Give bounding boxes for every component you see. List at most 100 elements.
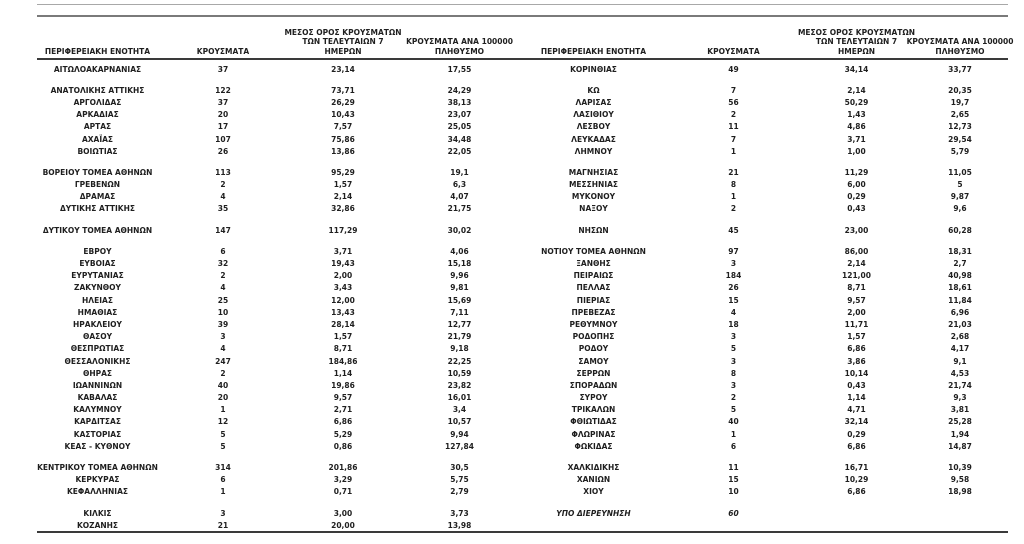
avg7-cell-left: 75,86: [331, 134, 355, 144]
region-cell-left: ΑΧΑΪΑΣ: [81, 134, 114, 144]
region-cell-right: ΠΕΛΛΑΣ: [576, 283, 611, 293]
cases-cell-right: 11: [728, 463, 739, 473]
region-cell-left: ΒΟΡΕΙΟΥ ΤΟΜΕΑ ΑΘΗΝΩΝ: [42, 167, 153, 177]
table-row: ΚΕΡΚΥΡΑΣ 6 3,29 5,75 ΧΑΝΙΩΝ 15 10,29 9,58: [37, 474, 1008, 486]
avg7-cell-left: 3,43: [333, 283, 353, 293]
table-row: ΚΕΑΣ - ΚΥΘΝΟΥ 5 0,86 127,84 ΦΩΚΙΔΑΣ 6 6,86 14,8…: [37, 440, 1008, 452]
per100k-cell-right: 9,58: [950, 475, 970, 485]
region-cell-right: ΦΘΙΩΤΙΔΑΣ: [570, 417, 617, 427]
per100k-cell-right: 11,05: [948, 167, 972, 177]
row-group: ΒΟΡΕΙΟΥ ΤΟΜΕΑ ΑΘΗΝΩΝ 113 95,29 19,1 ΜΑΓΝΗΣΙΑ…: [37, 166, 1008, 215]
region-cell-right: ΛΑΡΙΣΑΣ: [575, 97, 612, 107]
cases-cell-left: 21: [217, 520, 229, 530]
cases-cell-left: 20: [217, 393, 229, 403]
per100k-cell-left: 19,1: [450, 167, 469, 177]
cases-cell-left: 122: [215, 85, 231, 95]
avg7-cell-left: 13,43: [331, 307, 355, 317]
cases-cell-right: 15: [728, 295, 739, 305]
cases-cell-left: 147: [215, 225, 231, 235]
region-cell-left: ΚΕΑΣ - ΚΥΘΝΟΥ: [64, 441, 131, 451]
header-avg7-right-line2: ΤΩΝ ΤΕΛΕΥΤΑΙΩΝ 7: [815, 37, 898, 46]
avg7-cell-right: 50,29: [844, 97, 869, 107]
region-cell-left: ΒΟΙΩΤΙΑΣ: [77, 146, 118, 156]
avg7-cell-left: 5,29: [333, 429, 353, 439]
per100k-cell-right: 4,53: [950, 368, 970, 378]
cases-cell-right: 10: [728, 487, 739, 497]
cases-cell-left: 4: [220, 192, 226, 202]
avg7-cell-left: 6,86: [333, 417, 353, 427]
cases-cell-right: 3: [730, 332, 737, 342]
table-row: ΖΑΚΥΝΘΟΥ 4 3,43 9,81 ΠΕΛΛΑΣ 26 8,71 18,61: [37, 282, 1008, 294]
region-cell-left: ΚΑΛΥΜΝΟΥ: [73, 405, 122, 415]
per100k-cell-right: [912, 519, 1008, 531]
header-cases-right-label: ΚΡΟΥΣΜΑΤΑ: [707, 46, 760, 56]
table-row: ΚΕΦΑΛΛΗΝΙΑΣ 1 0,71 2,79 ΧΙΟΥ 10 6,86 18,98: [37, 486, 1008, 498]
avg7-cell-right: 2,14: [847, 259, 866, 269]
region-cell-right: ΞΑΝΘΗΣ: [576, 259, 611, 269]
regional-cases-table: ΠΕΡΙΦΕΡΕΙΑΚΗ ΕΝΟΤΗΤΑ ΚΡΟΥΣΜΑΤΑ ΜΕΣΟΣ ΟΡΟ…: [37, 20, 1013, 534]
cases-cell-right: 45: [728, 225, 739, 235]
region-cell-left: ΑΡΚΑΔΙΑΣ: [76, 110, 119, 120]
per100k-cell-left: 17,55: [447, 64, 472, 74]
avg7-cell-right: 4,86: [847, 122, 866, 132]
header-region-left-label: ΠΕΡΙΦΕΡΕΙΑΚΗ ΕΝΟΤΗΤΑ: [44, 46, 151, 56]
avg7-cell-left: 73,71: [331, 85, 355, 95]
per100k-cell-right: 2,7: [953, 259, 967, 269]
table-row: ΑΙΤΩΛΟΑΚΑΡΝΑΝΙΑΣ 37 23,14 17,55 ΚΟΡΙΝΘΙΑΣ 49 3…: [37, 63, 1008, 75]
region-cell-left: ΘΕΣΣΑΛΟΝΙΚΗΣ: [64, 356, 131, 366]
header-avg7-left-line3: ΗΜΕΡΩΝ: [324, 46, 362, 56]
per100k-cell-left: 21,75: [447, 204, 472, 214]
cases-cell-right: 60: [728, 508, 739, 518]
avg7-cell-left: 1,14: [333, 368, 353, 378]
region-cell-right: ΛΑΣΙΘΙΟΥ: [573, 110, 614, 120]
table-row: ΙΩΑΝΝΙΝΩΝ 40 19,86 23,82 ΣΠΟΡΑΔΩΝ 3 0,43 21,74: [37, 379, 1008, 391]
table-row: ΑΡΓΟΛΙΔΑΣ 37 26,29 38,13 ΛΑΡΙΣΑΣ 56 50,29 19,7: [37, 96, 1008, 108]
cases-cell-left: 6: [220, 246, 226, 256]
table-row: ΘΗΡΑΣ 2 1,14 10,59 ΣΕΡΡΩΝ 8 10,14 4,53: [37, 367, 1008, 379]
region-cell-right: ΣΠΟΡΑΔΩΝ: [569, 380, 618, 390]
table-row: ΗΛΕΙΑΣ 25 12,00 15,69 ΠΙΕΡΙΑΣ 15 9,57 11,84: [37, 294, 1008, 306]
avg7-cell-right: 10,29: [844, 475, 869, 485]
avg7-cell-right: 0,29: [847, 192, 866, 202]
avg7-cell-right: 86,00: [844, 246, 869, 256]
region-cell-right: ΡΟΔΟΠΗΣ: [572, 332, 615, 342]
cases-cell-left: 40: [217, 380, 229, 390]
per100k-cell-right: 3,81: [950, 405, 970, 415]
cases-cell-left: 1: [220, 487, 226, 497]
cases-cell-left: 25: [217, 295, 229, 305]
cases-cell-left: 2: [220, 271, 226, 281]
per100k-cell-right: 33,77: [948, 64, 972, 74]
region-cell-right: ΣΥΡΟΥ: [579, 393, 608, 403]
header-per100k-left: ΚΡΟΥΣΜΑΤΑ ΑΝΑ 100000 ΠΛΗΘΥΣΜΟ: [398, 20, 521, 58]
avg7-cell-right: 1,00: [847, 146, 866, 156]
per100k-cell-left: 13,98: [447, 520, 472, 530]
avg7-cell-right: 3,71: [847, 134, 866, 144]
header-region-right: ΠΕΡΙΦΕΡΕΙΑΚΗ ΕΝΟΤΗΤΑ: [521, 20, 666, 58]
avg7-cell-left: 7,57: [333, 122, 353, 132]
cases-cell-left: 1: [220, 405, 226, 415]
per100k-cell-left: 10,57: [447, 417, 472, 427]
per100k-cell-right: 10,39: [948, 463, 972, 473]
avg7-cell-left: 9,57: [333, 393, 353, 403]
region-cell-left: ΕΒΡΟΥ: [83, 246, 112, 256]
avg7-cell-right: 2,00: [847, 307, 866, 317]
table-row: ΚΑΒΑΛΑΣ 20 9,57 16,01 ΣΥΡΟΥ 2 1,14 9,3: [37, 392, 1008, 404]
cases-cell-right: 21: [728, 167, 739, 177]
region-cell-right: ΛΕΣΒΟΥ: [576, 122, 611, 132]
per100k-cell-left: 3,73: [450, 508, 469, 518]
region-cell-right: ΝΗΣΩΝ: [578, 225, 609, 235]
per100k-cell-right: 4,17: [950, 344, 970, 354]
per100k-cell-left: 34,48: [447, 134, 472, 144]
cases-cell-right: 11: [728, 122, 739, 132]
per100k-cell-left: 23,82: [447, 380, 472, 390]
region-cell-left: ΚΑΒΑΛΑΣ: [77, 393, 118, 403]
per100k-cell-left: 30,02: [447, 225, 472, 235]
cases-cell-right: 5: [730, 344, 737, 354]
cases-cell-left: 35: [217, 204, 229, 214]
table-header: ΠΕΡΙΦΕΡΕΙΑΚΗ ΕΝΟΤΗΤΑ ΚΡΟΥΣΜΑΤΑ ΜΕΣΟΣ ΟΡΟ…: [37, 20, 1013, 60]
per100k-cell-right: [912, 507, 1008, 519]
per100k-cell-left: 5,75: [450, 475, 469, 485]
region-cell-left: ΑΡΤΑΣ: [83, 122, 112, 132]
per100k-cell-left: 9,18: [450, 344, 469, 354]
per100k-cell-left: 9,94: [450, 429, 469, 439]
